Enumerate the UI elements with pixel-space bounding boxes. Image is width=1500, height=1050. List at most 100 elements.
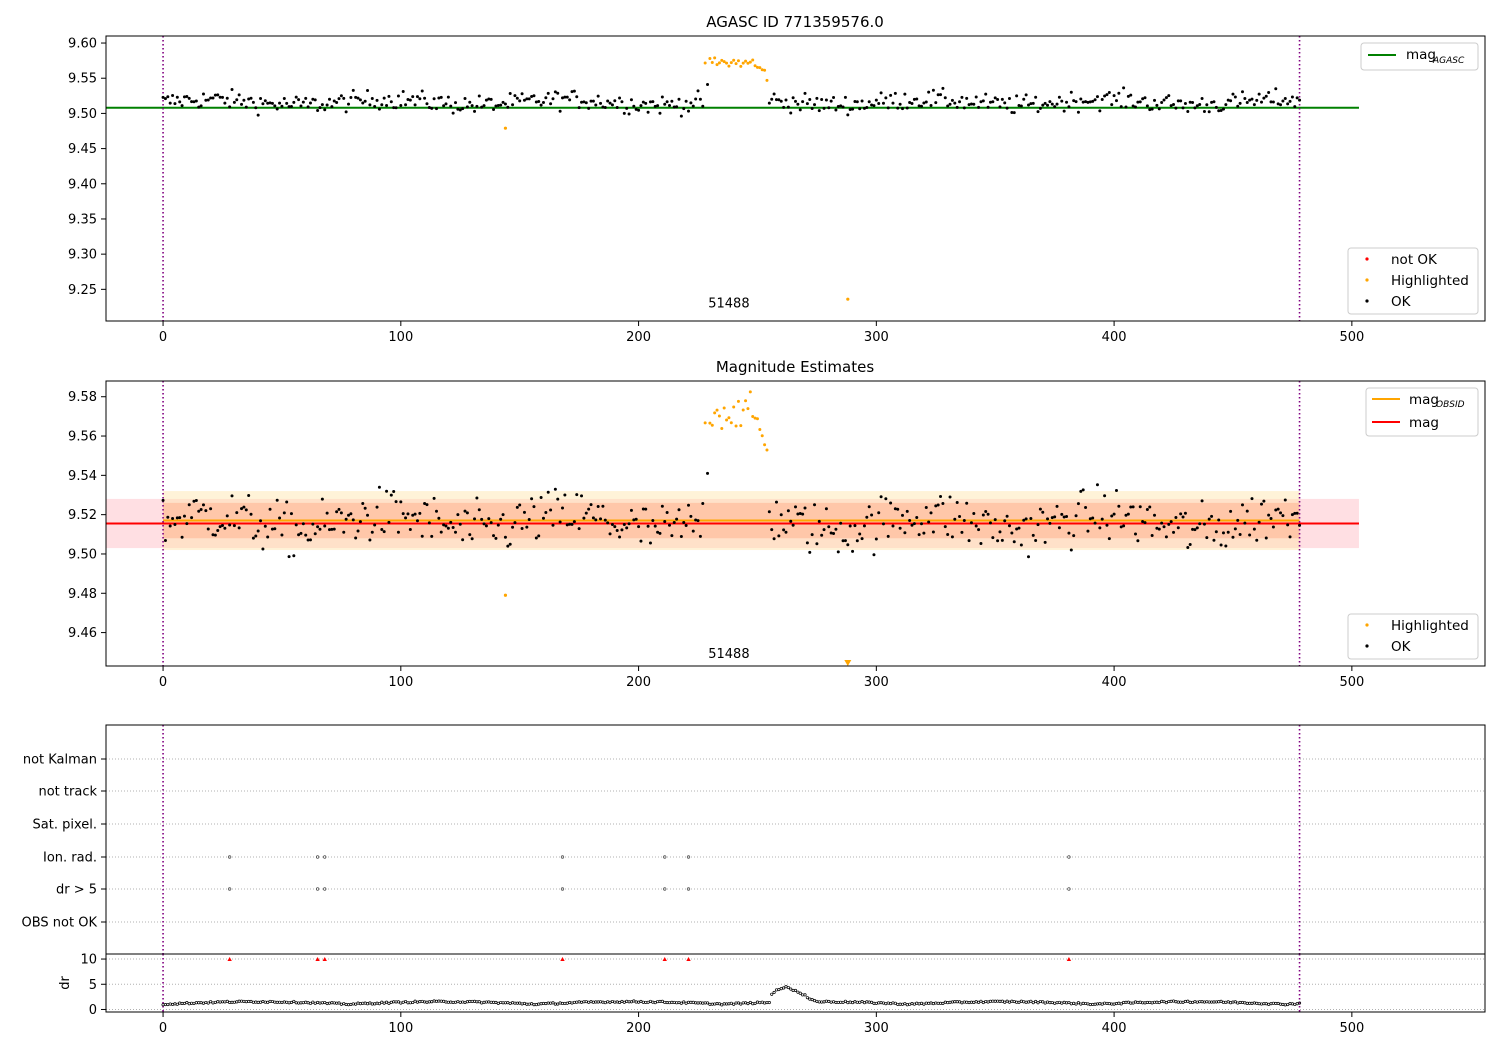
data-point [772, 92, 776, 96]
x-tick-label: 500 [1339, 1021, 1364, 1036]
y-tick-label: 9.52 [68, 508, 97, 523]
dr-point [171, 1002, 175, 1006]
data-point [434, 509, 438, 513]
data-point [249, 512, 253, 516]
data-point [1181, 515, 1185, 519]
data-point [427, 521, 431, 525]
data-point [1288, 535, 1292, 539]
data-point [216, 93, 220, 97]
dr-point [389, 1000, 393, 1004]
dr-point [209, 1000, 213, 1004]
data-point [1119, 105, 1123, 109]
dr-point [1024, 1000, 1028, 1004]
data-point [889, 501, 893, 505]
data-point [520, 526, 524, 530]
dr-point [927, 1001, 931, 1005]
data-point [430, 534, 434, 538]
data-point [625, 106, 629, 110]
data-point [389, 100, 393, 104]
data-point [318, 106, 322, 110]
data-point [986, 105, 990, 109]
data-point [653, 524, 657, 528]
data-point [1076, 110, 1080, 114]
data-point [489, 521, 493, 525]
data-point [1019, 104, 1023, 108]
data-point [741, 61, 745, 65]
dr-point [701, 1001, 705, 1005]
data-point [446, 95, 450, 99]
data-point [627, 522, 631, 526]
flag-point [560, 855, 565, 859]
data-point [758, 427, 762, 431]
dr-point [1169, 999, 1173, 1003]
data-point [211, 533, 215, 537]
dr-point [1205, 1000, 1209, 1004]
data-point [1252, 103, 1256, 107]
dr-point [354, 1002, 358, 1006]
dr-point [1202, 1000, 1206, 1004]
y-tick-label: 10 [80, 953, 97, 968]
data-point [1100, 517, 1104, 521]
data-point [313, 532, 317, 536]
data-point [1295, 96, 1299, 100]
dr-point [465, 1000, 469, 1004]
dr-point [216, 1000, 220, 1004]
data-point [946, 532, 950, 536]
data-point [682, 107, 686, 111]
data-point [1188, 542, 1192, 546]
data-point [201, 92, 205, 96]
data-point [936, 503, 940, 507]
data-point [278, 516, 282, 520]
data-point [648, 100, 652, 104]
dr-point [886, 1001, 890, 1005]
data-point [361, 101, 365, 105]
data-point [936, 93, 940, 97]
data-point [223, 101, 227, 105]
data-point [1081, 100, 1085, 104]
data-point [330, 105, 334, 109]
data-point [415, 95, 419, 99]
data-point [710, 60, 714, 64]
dr-point [805, 996, 809, 1000]
dr-point [965, 1000, 969, 1004]
data-point [632, 518, 636, 522]
data-point [1088, 517, 1092, 521]
data-point [713, 411, 717, 415]
data-point [1131, 505, 1135, 509]
dr-point [1160, 999, 1164, 1003]
dr-point [615, 1000, 619, 1004]
dr-panel-frame [105, 953, 1486, 1013]
data-point [1257, 92, 1261, 96]
data-point [1088, 100, 1092, 104]
data-point [1176, 99, 1180, 103]
data-point [482, 522, 486, 526]
data-point [691, 104, 695, 108]
data-point [1069, 90, 1073, 94]
dr-point [1076, 1001, 1080, 1005]
data-point [744, 59, 748, 63]
y-tick-label: 9.40 [68, 177, 97, 192]
dr-point [458, 1000, 462, 1004]
data-point [349, 512, 353, 516]
data-point [527, 97, 531, 101]
data-point [1055, 102, 1059, 106]
data-point [225, 96, 229, 100]
data-point [824, 98, 828, 102]
data-point [794, 99, 797, 103]
data-point [282, 511, 286, 515]
data-point [1148, 505, 1152, 509]
y-tick-label: 9.60 [68, 37, 97, 52]
data-point [651, 100, 655, 104]
data-point [1257, 520, 1261, 524]
data-point [920, 104, 924, 108]
data-point [1031, 533, 1035, 537]
data-point [439, 95, 443, 99]
data-point [1160, 100, 1164, 104]
data-point [237, 93, 241, 97]
x-tick-label: 0 [159, 330, 167, 345]
dr-point [770, 992, 774, 996]
data-point [1136, 100, 1140, 104]
data-point [786, 105, 790, 109]
dr-point [736, 1001, 740, 1005]
data-point [858, 107, 862, 111]
